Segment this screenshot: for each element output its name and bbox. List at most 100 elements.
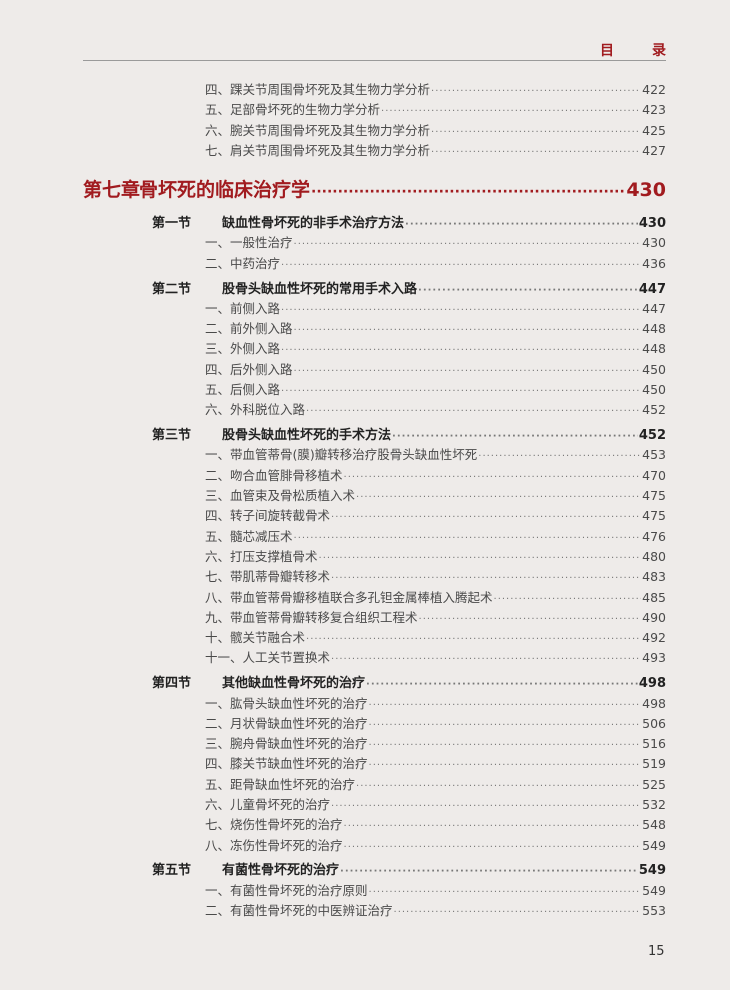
leader-dots (369, 720, 642, 731)
leader-dots (340, 866, 638, 877)
item-page: 516 (642, 736, 666, 752)
toc-item[interactable]: 二、中药治疗 436 (83, 253, 666, 273)
toc-item[interactable]: 十一、人工关节置换术 493 (83, 647, 666, 667)
leader-dots (344, 472, 642, 483)
toc-item[interactable]: 八、带血管蒂骨瓣移植联合多孔钽金属棒植入腾起术 485 (83, 587, 666, 607)
toc-item[interactable]: 八、冻伤性骨坏死的治疗 549 (83, 835, 666, 855)
item-title: 二、月状骨缺血性坏死的治疗 (205, 715, 368, 731)
toc-section[interactable]: 第一节 缺血性骨坏死的非手术治疗方法 430 (83, 212, 666, 232)
section-page: 452 (638, 428, 666, 444)
item-title: 四、后外侧入路 (205, 361, 293, 377)
leader-dots (369, 760, 642, 771)
section-page: 498 (638, 676, 666, 692)
toc-item[interactable]: 六、外科脱位入路 452 (83, 399, 666, 419)
section-title: 股骨头缺血性坏死的手术方法 (222, 428, 392, 444)
item-title: 五、距骨缺血性坏死的治疗 (205, 776, 356, 792)
toc-item[interactable]: 七、带肌蒂骨瓣转移术 483 (83, 566, 666, 586)
item-title: 三、外侧入路 (205, 341, 281, 357)
leader-dots (381, 106, 641, 117)
toc-item[interactable]: 一、前侧入路 447 (83, 298, 666, 318)
toc-item[interactable]: 六、儿童骨坏死的治疗 532 (83, 794, 666, 814)
item-title: 二、中药治疗 (205, 255, 281, 271)
item-page: 532 (642, 797, 666, 812)
header-title-char: 录 (652, 43, 666, 59)
leader-dots (431, 86, 641, 97)
section-label: 第四节 (152, 676, 192, 692)
item-page: 493 (642, 650, 666, 666)
leader-dots (281, 345, 641, 356)
toc-item[interactable]: 五、后侧入路 450 (83, 379, 666, 399)
item-title: 八、带血管蒂骨瓣移植联合多孔钽金属棒植入腾起术 (205, 589, 493, 605)
item-title: 一、一般性治疗 (205, 235, 293, 251)
toc-item[interactable]: 一、一般性治疗 430 (83, 232, 666, 252)
item-title: 七、肩关节周围骨坏死及其生物力学分析 (205, 142, 431, 158)
item-page: 447 (642, 300, 666, 316)
section-title: 股骨头缺血性坏死的常用手术入路 (222, 281, 418, 297)
toc-item[interactable]: 一、带血管蒂骨(膜)瓣转移治疗股骨头缺血性坏死 453 (83, 444, 666, 464)
leader-dots (344, 821, 642, 832)
leader-dots (281, 386, 641, 397)
section-page: 447 (638, 281, 666, 297)
leader-dots (331, 512, 641, 523)
leader-dots (281, 305, 641, 316)
item-page: 492 (642, 630, 666, 646)
leader-dots (431, 127, 641, 138)
toc-section[interactable]: 第五节 有菌性骨坏死的治疗 549 (83, 859, 666, 879)
item-title: 十一、人工关节置换术 (205, 650, 331, 666)
toc-item[interactable]: 十、髋关节融合术 492 (83, 627, 666, 647)
item-page: 423 (642, 102, 666, 118)
toc-item[interactable]: 九、带血管蒂骨瓣转移复合组织工程术 490 (83, 607, 666, 627)
toc-item[interactable]: 六、打压支撑植骨术 480 (83, 546, 666, 566)
toc-item[interactable]: 四、后外侧入路 450 (83, 359, 666, 379)
item-page: 436 (642, 255, 666, 271)
header-title-char: 目 (600, 43, 614, 59)
toc-item[interactable]: 四、转子间旋转截骨术 475 (83, 505, 666, 525)
toc-item[interactable]: 二、有菌性骨坏死的中医辨证治疗 553 (83, 900, 666, 920)
toc-item[interactable]: 三、腕舟骨缺血性坏死的治疗 516 (83, 733, 666, 753)
item-page: 450 (642, 361, 666, 377)
toc-section[interactable]: 第三节 股骨头缺血性坏死的手术方法 452 (83, 424, 666, 444)
leader-dots (405, 219, 638, 230)
item-page: 448 (642, 341, 666, 357)
section-page: 549 (638, 863, 666, 879)
toc-item[interactable]: 四、踝关节周围骨坏死及其生物力学分析 422 (83, 79, 666, 99)
toc-item[interactable]: 二、前外侧入路 448 (83, 318, 666, 338)
toc-item[interactable]: 四、膝关节缺血性坏死的治疗 519 (83, 753, 666, 773)
leader-dots (418, 285, 638, 296)
item-page: 549 (642, 882, 666, 898)
leader-dots (366, 679, 638, 690)
item-page: 475 (642, 508, 666, 524)
item-page: 498 (642, 695, 666, 711)
toc-item[interactable]: 一、有菌性骨坏死的治疗原则 549 (83, 880, 666, 900)
item-page: 506 (642, 715, 666, 731)
item-page: 485 (642, 589, 666, 605)
toc-item[interactable]: 五、距骨缺血性坏死的治疗 525 (83, 774, 666, 794)
toc-section[interactable]: 第二节 股骨头缺血性坏死的常用手术入路 447 (83, 278, 666, 298)
toc-item[interactable]: 三、血管束及骨松质植入术 475 (83, 485, 666, 505)
toc-section[interactable]: 第四节 其他缺血性骨坏死的治疗 498 (83, 672, 666, 692)
leader-dots (494, 594, 642, 605)
item-page: 453 (642, 447, 666, 463)
leader-dots (344, 842, 642, 853)
toc-item[interactable]: 二、月状骨缺血性坏死的治疗 506 (83, 713, 666, 733)
toc-item[interactable]: 一、肱骨头缺血性坏死的治疗 498 (83, 693, 666, 713)
chapter-title: 骨坏死的临床治疗学 (139, 179, 311, 202)
item-page: 452 (642, 402, 666, 418)
toc-item[interactable]: 五、髓芯减压术 476 (83, 526, 666, 546)
leader-dots (431, 147, 641, 158)
item-title: 二、有菌性骨坏死的中医辨证治疗 (205, 902, 393, 918)
item-page: 525 (642, 776, 666, 792)
toc-item[interactable]: 三、外侧入路 448 (83, 338, 666, 358)
item-page: 549 (642, 837, 666, 853)
toc-item[interactable]: 六、腕关节周围骨坏死及其生物力学分析 425 (83, 120, 666, 140)
toc-item[interactable]: 二、吻合血管腓骨移植术 470 (83, 465, 666, 485)
toc-item[interactable]: 七、肩关节周围骨坏死及其生物力学分析 427 (83, 140, 666, 160)
leader-dots (392, 431, 638, 442)
toc-item[interactable]: 五、足部骨坏死的生物力学分析 423 (83, 99, 666, 119)
toc-item[interactable]: 七、烧伤性骨坏死的治疗 548 (83, 814, 666, 834)
item-page: 553 (642, 902, 666, 918)
leader-dots (369, 740, 642, 751)
leader-dots (294, 325, 642, 336)
leader-dots (306, 406, 641, 417)
